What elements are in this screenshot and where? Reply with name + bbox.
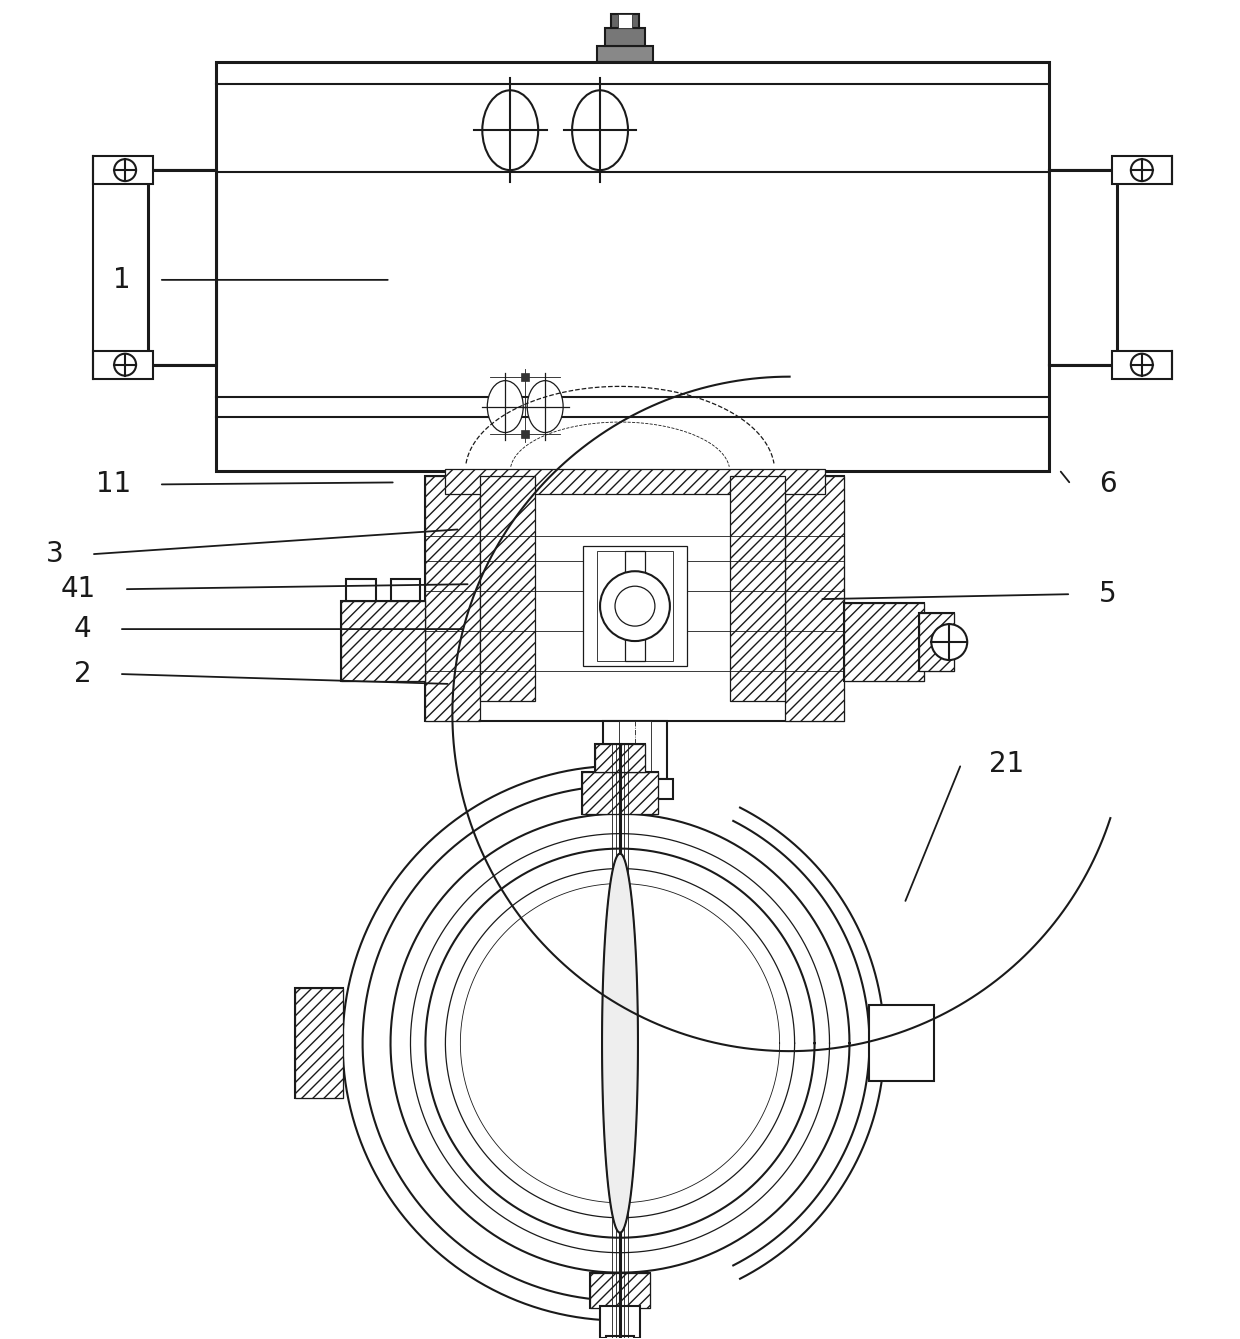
Bar	[521, 372, 529, 380]
Bar	[93, 351, 153, 379]
Bar	[595, 744, 645, 771]
Polygon shape	[460, 471, 556, 541]
Bar	[606, 1335, 634, 1339]
Bar	[844, 603, 924, 682]
Bar	[391, 580, 420, 601]
Bar	[216, 63, 1049, 471]
Bar	[583, 546, 687, 665]
Text: 2: 2	[73, 660, 92, 688]
Circle shape	[931, 624, 967, 660]
Bar	[346, 580, 376, 601]
Bar	[596, 552, 673, 661]
Ellipse shape	[482, 90, 538, 170]
Bar	[590, 1272, 650, 1308]
Bar	[93, 157, 153, 183]
Text: 1: 1	[114, 266, 131, 293]
Bar	[595, 744, 645, 771]
Text: 3: 3	[46, 540, 63, 568]
Bar	[521, 430, 529, 438]
Text: 11: 11	[95, 470, 131, 498]
Bar	[148, 170, 216, 364]
Bar	[869, 1006, 934, 1081]
Text: 21: 21	[990, 750, 1024, 778]
Polygon shape	[603, 853, 637, 1233]
Bar	[611, 15, 639, 28]
Circle shape	[600, 572, 670, 641]
Bar	[425, 477, 480, 720]
Circle shape	[615, 586, 655, 627]
Ellipse shape	[572, 90, 627, 170]
Bar	[295, 988, 342, 1098]
Bar	[598, 779, 673, 798]
Bar	[844, 603, 924, 682]
Text: 6: 6	[1099, 470, 1116, 498]
Bar	[919, 613, 955, 671]
Circle shape	[1131, 353, 1153, 376]
Bar	[919, 613, 955, 671]
Text: 5: 5	[1099, 580, 1116, 608]
Polygon shape	[694, 471, 780, 541]
Bar	[603, 720, 667, 779]
Bar	[618, 15, 632, 28]
Bar	[619, 720, 651, 779]
Text: 4: 4	[73, 615, 92, 643]
Bar	[590, 1272, 650, 1308]
Text: 41: 41	[61, 576, 97, 603]
Bar	[425, 477, 844, 720]
Bar	[605, 28, 645, 47]
Bar	[341, 601, 425, 682]
Bar	[625, 552, 645, 661]
Bar	[1112, 157, 1172, 183]
Bar	[785, 477, 844, 720]
Bar	[480, 477, 536, 700]
Bar	[1112, 351, 1172, 379]
Bar	[615, 779, 655, 798]
Bar	[730, 477, 785, 700]
Bar	[445, 470, 825, 494]
Bar	[582, 771, 658, 814]
Circle shape	[114, 353, 136, 376]
Ellipse shape	[527, 380, 563, 432]
Circle shape	[1131, 159, 1153, 181]
Bar	[341, 601, 425, 682]
Bar	[1049, 170, 1117, 364]
Circle shape	[114, 159, 136, 181]
Ellipse shape	[487, 380, 523, 432]
Bar	[600, 1306, 640, 1338]
Bar	[295, 988, 342, 1098]
Bar	[582, 771, 658, 814]
Bar	[596, 47, 653, 63]
